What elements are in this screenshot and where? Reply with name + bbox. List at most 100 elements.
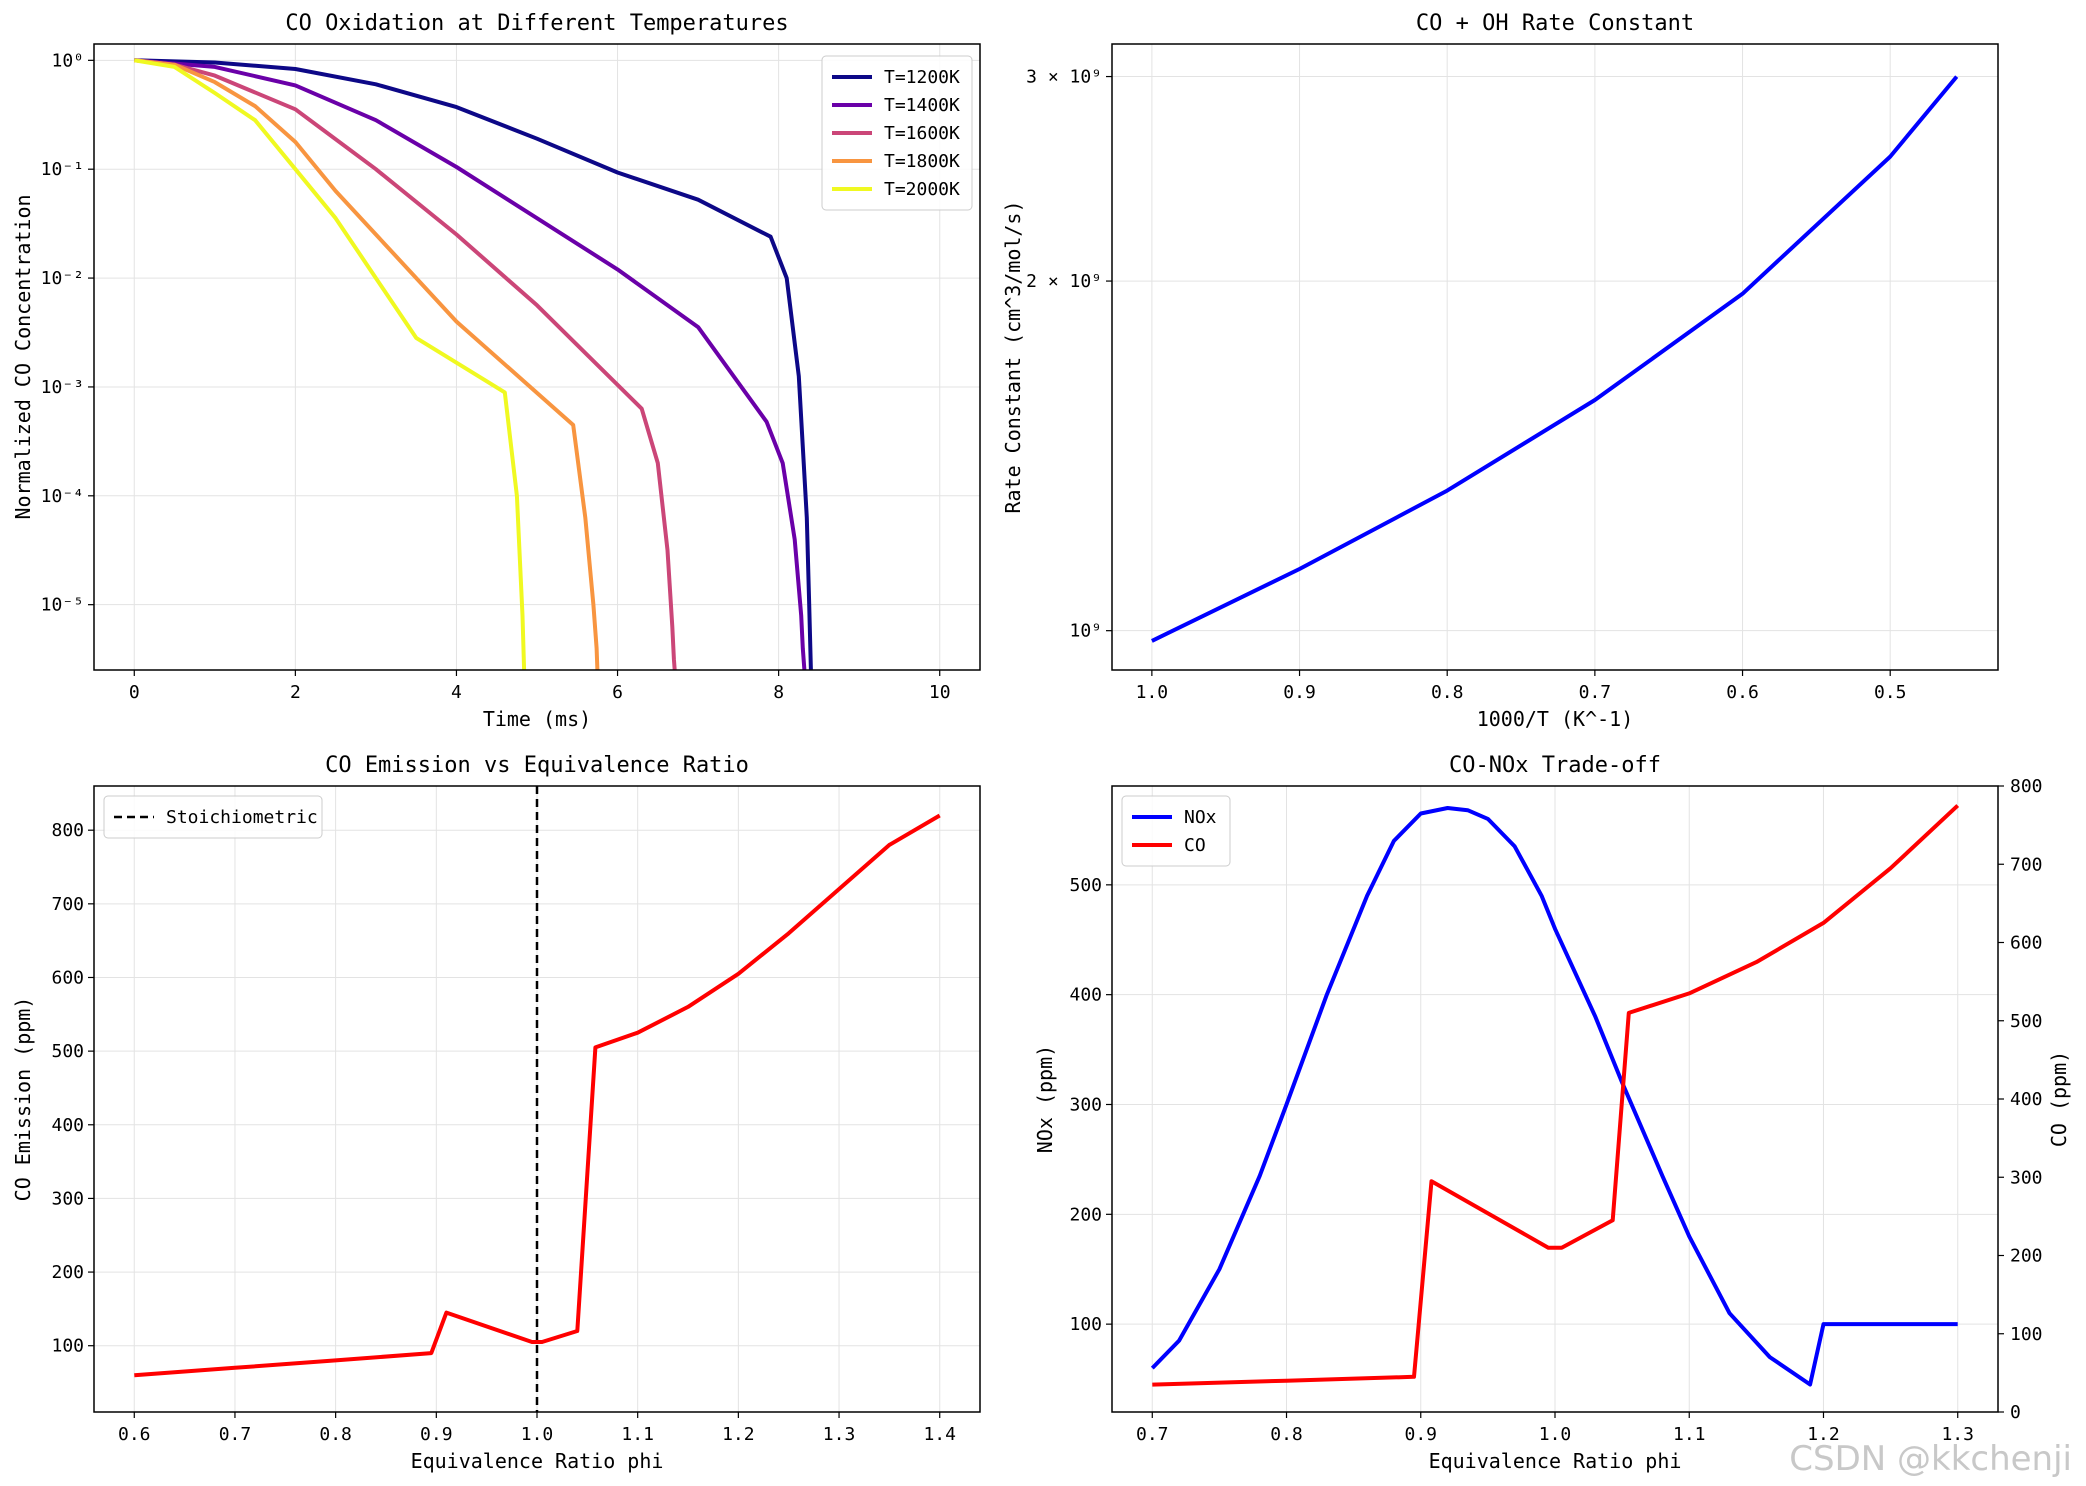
y-axis-label: NOx (ppm)	[1033, 1045, 1057, 1153]
x-tick-label: 0.8	[319, 1424, 352, 1445]
x-tick-label: 8	[773, 682, 784, 703]
watermark: CSDN @kkchenji	[1789, 1439, 2072, 1479]
y-tick-label: 10⁹	[1069, 621, 1102, 642]
y-tick-label: 10⁰	[51, 50, 84, 71]
x-tick-label: 0.8	[1270, 1424, 1303, 1445]
y-tick-label: 10⁻²	[41, 268, 84, 289]
x-tick-label: 1.3	[1941, 1424, 1974, 1445]
legend-label: CO	[1184, 835, 1206, 856]
y-right-axis-label: CO (ppm)	[2047, 1051, 2071, 1147]
series-line-t-1200k	[134, 58, 813, 671]
chart-title: CO Oxidation at Different Temperatures	[285, 11, 788, 36]
x-tick-label: 1.1	[1673, 1424, 1706, 1445]
x-tick-label: 0.7	[219, 1424, 252, 1445]
y-tick-label: 500	[51, 1041, 84, 1062]
y-right-tick-label: 200	[2010, 1246, 2043, 1267]
y-tick-label: 700	[51, 894, 84, 915]
x-tick-label: 1.0	[521, 1424, 554, 1445]
legend-box	[103, 795, 323, 839]
series-line-k	[1151, 75, 1959, 643]
chart-p3: 0.6 0.7 0.8 0.9 1.0 1.1 1.2 1.3 1.4 100 200 300 400 5…	[11, 753, 981, 1473]
y-tick-label: 200	[1069, 1204, 1102, 1225]
y-right-tick-label: 300	[2010, 1167, 2043, 1188]
x-tick-label: 1.0	[1539, 1424, 1572, 1445]
y-right-tick-label: 100	[2010, 1324, 2043, 1345]
y-tick-label: 400	[1069, 985, 1102, 1006]
x-tick-label: 0.7	[1136, 1424, 1169, 1445]
y-tick-label: 10⁻⁵	[41, 595, 84, 616]
x-tick-label: 2	[290, 682, 301, 703]
y-right-tick-label: 500	[2010, 1011, 2043, 1032]
legend-label: Stoichiometric	[166, 807, 318, 828]
y-right-tick-label: 400	[2010, 1089, 2043, 1110]
x-tick-label: 0.9	[1404, 1424, 1437, 1445]
chart-p4: 0.7 0.8 0.9 1.0 1.1 1.2 1.3 100 200 300 400 500 CO-N…	[1033, 753, 2071, 1473]
chart-p1: 0 2 4 6 8 10 10⁰ 10⁻¹ 10⁻² 10⁻³ 10⁻⁴ 10⁻⁵ CO Oxidati…	[11, 11, 981, 731]
x-tick-label: 0.6	[1726, 682, 1759, 703]
legend-box	[821, 55, 973, 211]
y-tick-label: 400	[51, 1115, 84, 1136]
y-tick-label: 300	[51, 1188, 84, 1209]
series-line-t-1600k	[134, 58, 677, 671]
y-right-tick-label: 800	[2010, 776, 2043, 797]
x-tick-label: 1.4	[923, 1424, 956, 1445]
x-tick-label: 1.2	[722, 1424, 755, 1445]
y-tick-label: 10⁻⁴	[41, 486, 84, 507]
y-tick-label: 200	[51, 1262, 84, 1283]
x-tick-label: 10	[929, 682, 951, 703]
y-tick-label: 100	[51, 1336, 84, 1357]
series-line-t-1400k	[134, 58, 807, 671]
chart-title: CO + OH Rate Constant	[1416, 11, 1694, 36]
series-line-nox	[1150, 806, 1958, 1387]
x-tick-label: 0.9	[420, 1424, 453, 1445]
axes-frame	[1111, 43, 1999, 671]
x-tick-label: 0.8	[1431, 682, 1464, 703]
legend-label: T=1600K	[884, 123, 960, 144]
y-tick-label: 10⁻³	[41, 377, 84, 398]
x-tick-label: 4	[451, 682, 462, 703]
legend-label: T=1400K	[884, 95, 960, 116]
y-tick-label: 3 × 10⁹	[1026, 67, 1102, 88]
x-tick-label: 0.9	[1283, 682, 1316, 703]
y-tick-label: 10⁻¹	[41, 159, 84, 180]
y-axis-label: Normalized CO Concentration	[11, 194, 35, 519]
x-tick-label: 1.0	[1136, 682, 1169, 703]
y-right-tick-label: 700	[2010, 854, 2043, 875]
chart-p2: 1.0 0.9 0.8 0.7 0.6 0.5 10⁹ 2 × 10⁹ 3 × 10⁹ CO + …	[1001, 11, 1999, 731]
y-right-tick-label: 0	[2010, 1402, 2021, 1423]
series-line-co	[1152, 804, 1960, 1387]
x-axis-label: Equivalence Ratio phi	[1429, 1449, 1682, 1473]
y-tick-label: 100	[1069, 1314, 1102, 1335]
x-tick-label: 1.1	[621, 1424, 654, 1445]
x-axis-label: 1000/T (K^-1)	[1477, 707, 1634, 731]
chart-title: CO-NOx Trade-off	[1449, 753, 1661, 778]
y-axis-label: CO Emission (ppm)	[11, 997, 35, 1202]
legend-label: T=1200K	[884, 67, 960, 88]
x-tick-label: 0	[129, 682, 140, 703]
axes-frame	[93, 43, 981, 671]
x-axis-label: Equivalence Ratio phi	[411, 1449, 664, 1473]
legend-box	[1121, 795, 1231, 867]
y-tick-label: 500	[1069, 875, 1102, 896]
legend-label: NOx	[1184, 807, 1217, 828]
series-line-t-2000k	[133, 58, 527, 671]
y-tick-label: 600	[51, 967, 84, 988]
series-line-t-1800k	[134, 58, 600, 671]
x-tick-label: 0.7	[1579, 682, 1612, 703]
series-line-co	[134, 813, 941, 1378]
y-tick-label: 2 × 10⁹	[1026, 271, 1102, 292]
y-tick-label: 300	[1069, 1094, 1102, 1115]
x-axis-label: Time (ms)	[483, 707, 591, 731]
x-tick-label: 1.3	[823, 1424, 856, 1445]
x-tick-label: 0.5	[1874, 682, 1907, 703]
legend-label: T=2000K	[884, 179, 960, 200]
chart-title: CO Emission vs Equivalence Ratio	[325, 753, 749, 778]
y-tick-label: 800	[51, 820, 84, 841]
x-tick-label: 1.2	[1807, 1424, 1840, 1445]
y-right-tick-label: 600	[2010, 933, 2043, 954]
legend-label: T=1800K	[884, 151, 960, 172]
x-tick-label: 0.6	[118, 1424, 151, 1445]
x-tick-label: 6	[612, 682, 623, 703]
y-axis-label: Rate Constant (cm^3/mol/s)	[1001, 200, 1025, 513]
